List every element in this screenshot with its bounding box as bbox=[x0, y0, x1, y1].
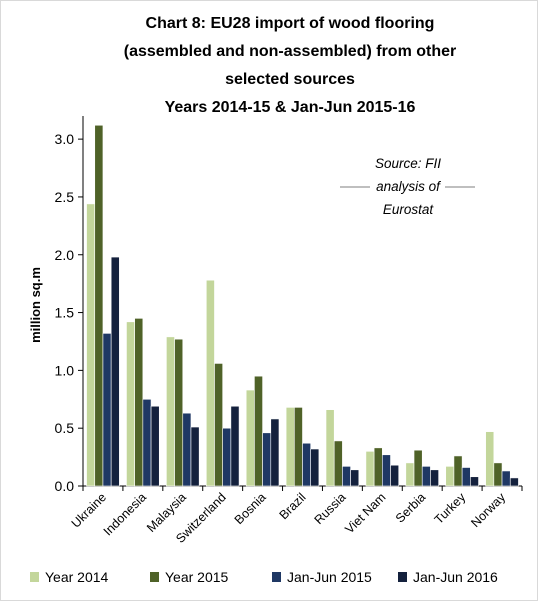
bar bbox=[126, 321, 135, 487]
bar bbox=[470, 476, 479, 487]
bar bbox=[485, 431, 495, 487]
bar bbox=[333, 440, 343, 487]
legend-swatch bbox=[398, 572, 407, 582]
bar bbox=[94, 124, 104, 487]
bar bbox=[190, 426, 200, 487]
y-tick-label: 0.0 bbox=[55, 478, 75, 494]
legend-label: Jan-Jun 2016 bbox=[413, 569, 498, 585]
bar-group bbox=[325, 409, 360, 487]
bar bbox=[245, 389, 255, 487]
annotation-line-3: Eurostat bbox=[383, 202, 435, 217]
chart-title-line-4: Years 2014-15 & Jan-Jun 2015-16 bbox=[165, 99, 416, 116]
bar-group bbox=[86, 124, 120, 487]
bar bbox=[350, 469, 360, 487]
bar bbox=[293, 407, 303, 487]
bar bbox=[102, 333, 112, 487]
y-tick-label: 0.5 bbox=[55, 420, 75, 436]
y-tick-label: 1.0 bbox=[55, 362, 75, 378]
bar bbox=[205, 279, 215, 487]
bar bbox=[166, 336, 175, 487]
legend-swatch bbox=[272, 572, 281, 582]
bar bbox=[461, 467, 471, 487]
bar-groups bbox=[82, 124, 523, 491]
legend-item: Jan-Jun 2015 bbox=[272, 569, 372, 585]
bar bbox=[310, 448, 320, 487]
bar-group bbox=[405, 449, 439, 487]
bar bbox=[421, 466, 431, 487]
y-ticks: 0.0 0.5 1.0 1.5 2.0 2.5 3.0 bbox=[55, 131, 83, 494]
bar-group bbox=[285, 407, 320, 487]
bar bbox=[382, 454, 391, 487]
legend-label: Year 2014 bbox=[45, 569, 109, 585]
y-tick-label: 2.5 bbox=[55, 189, 75, 205]
bar-group bbox=[205, 279, 240, 487]
bar bbox=[493, 462, 503, 487]
chart-title-line-3: selected sources bbox=[225, 71, 355, 88]
legend-item: Year 2014 bbox=[30, 569, 109, 585]
legend-item: Jan-Jun 2016 bbox=[398, 569, 498, 585]
chart-title-line-1: Chart 8: EU28 import of wood flooring bbox=[146, 15, 435, 32]
bar bbox=[142, 398, 152, 487]
bar bbox=[509, 477, 519, 487]
bar bbox=[262, 432, 272, 487]
y-axis-label: million sq.m bbox=[28, 267, 43, 343]
bar bbox=[390, 464, 400, 487]
bar bbox=[413, 449, 423, 487]
bar-group bbox=[485, 431, 519, 487]
bar bbox=[222, 427, 232, 487]
bar bbox=[270, 418, 280, 487]
bar bbox=[182, 412, 192, 487]
chart-title-line-2: (assembled and non-assembled) from other bbox=[124, 43, 457, 60]
bar bbox=[365, 451, 375, 487]
bar-group bbox=[166, 336, 200, 487]
bar bbox=[86, 203, 96, 487]
y-tick-label: 1.5 bbox=[55, 305, 75, 321]
bar bbox=[405, 462, 415, 487]
bar-group bbox=[245, 375, 280, 487]
legend-label: Jan-Jun 2015 bbox=[287, 569, 372, 585]
bar bbox=[214, 363, 223, 487]
legend-label: Year 2015 bbox=[165, 569, 229, 585]
bar-group bbox=[365, 447, 400, 487]
legend: Year 2014 Year 2015 Jan-Jun 2015 Jan-Jun 20… bbox=[30, 569, 498, 585]
annotation-line-1: Source: FII bbox=[375, 156, 441, 171]
bar bbox=[325, 409, 335, 487]
bar bbox=[302, 442, 311, 487]
bar bbox=[453, 455, 463, 487]
bar bbox=[342, 466, 351, 487]
bar bbox=[150, 405, 160, 487]
annotation-line-2: analysis of bbox=[376, 179, 441, 194]
legend-swatch bbox=[150, 572, 159, 582]
bar bbox=[285, 407, 295, 487]
legend-swatch bbox=[30, 572, 39, 582]
bar bbox=[134, 318, 144, 487]
bar-group bbox=[445, 455, 479, 487]
bar bbox=[110, 256, 120, 487]
bar bbox=[254, 375, 263, 487]
bar bbox=[501, 470, 511, 487]
bar bbox=[174, 338, 184, 487]
bar bbox=[430, 469, 439, 487]
bar bbox=[230, 405, 240, 487]
y-tick-label: 3.0 bbox=[55, 131, 75, 147]
bar-group bbox=[126, 318, 160, 487]
bar bbox=[445, 466, 455, 487]
bar bbox=[373, 447, 383, 487]
y-tick-label: 2.0 bbox=[55, 247, 75, 263]
legend-item: Year 2015 bbox=[150, 569, 229, 585]
